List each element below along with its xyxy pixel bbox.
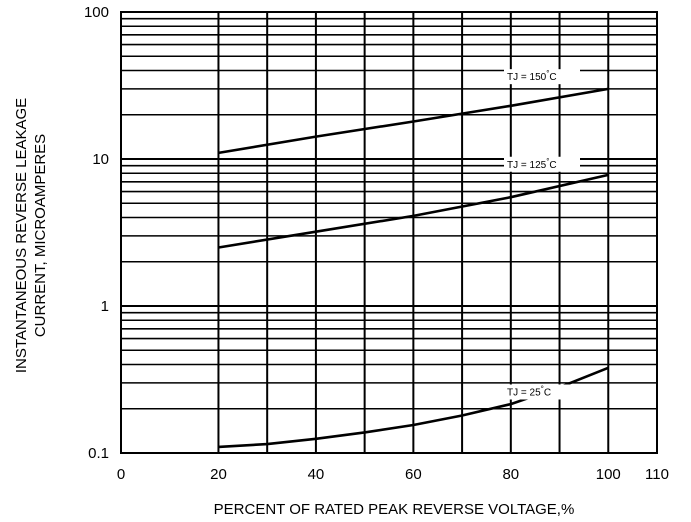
curve-labels: TJ = 150°C TJ = 125°C TJ = 25°C [504, 69, 580, 400]
series-line-1 [218, 173, 609, 249]
x-axis-label: PERCENT OF RATED PEAK REVERSE VOLTAGE,% [214, 501, 575, 518]
curve-label-0: TJ = 150°C [507, 69, 557, 83]
x-tick-label: 20 [210, 466, 227, 483]
curve-label-background [504, 69, 580, 85]
y-tick-label: 0.1 [88, 445, 109, 462]
y-tick-label: 100 [84, 4, 109, 21]
curve-label-background [504, 156, 580, 172]
curve-label-1: TJ = 125°C [507, 157, 557, 171]
y-tick-label: 10 [92, 151, 109, 168]
x-tick-label: 100 [596, 466, 621, 483]
x-tick-label: 80 [502, 466, 519, 483]
y-axis-label-line-1: INSTANTANEOUS REVERSE LEAKAGE [13, 98, 30, 373]
x-tick-label: 110 [645, 466, 669, 483]
plot-frame [120, 11, 658, 454]
y-tick-label: 1 [101, 298, 109, 315]
x-tick-label: 0 [117, 466, 125, 483]
series-line-0 [218, 87, 609, 155]
curve-label-background [504, 384, 580, 400]
x-tick-label: 40 [308, 466, 325, 483]
y-axis-label-line-2: CURRENT, MICROAMPERES [32, 134, 49, 337]
curve-label-2: TJ = 25°C [507, 384, 551, 398]
y-tick-labels: 0.1 1 10 100 [84, 4, 109, 462]
grid [121, 12, 657, 453]
x-tick-labels: 0 20 40 60 80 100 110 [117, 466, 669, 483]
x-tick-label: 60 [405, 466, 422, 483]
